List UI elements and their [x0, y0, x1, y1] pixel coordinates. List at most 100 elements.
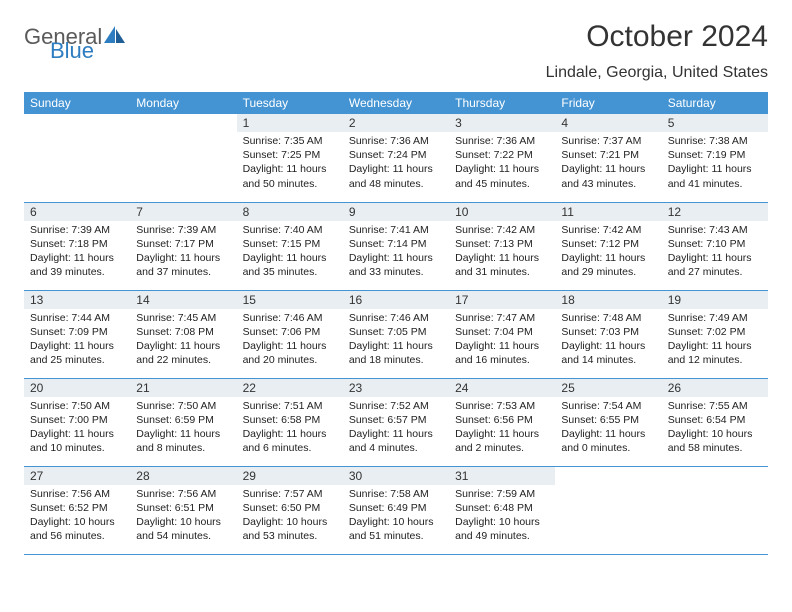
daylight-text-1: Daylight: 11 hours [455, 162, 549, 176]
sunrise-text: Sunrise: 7:50 AM [30, 399, 124, 413]
daylight-text-2: and 58 minutes. [668, 441, 762, 455]
sunset-text: Sunset: 7:10 PM [668, 237, 762, 251]
calendar-cell: 7Sunrise: 7:39 AMSunset: 7:17 PMDaylight… [130, 202, 236, 290]
sunset-text: Sunset: 6:50 PM [243, 501, 337, 515]
weekday-header: Friday [555, 92, 661, 114]
day-number: 30 [343, 467, 449, 485]
daylight-text-1: Daylight: 11 hours [30, 251, 124, 265]
sunrise-text: Sunrise: 7:49 AM [668, 311, 762, 325]
daylight-text-1: Daylight: 11 hours [668, 251, 762, 265]
day-number: 11 [555, 203, 661, 221]
sunset-text: Sunset: 6:56 PM [455, 413, 549, 427]
sunrise-text: Sunrise: 7:40 AM [243, 223, 337, 237]
sunrise-text: Sunrise: 7:51 AM [243, 399, 337, 413]
sunset-text: Sunset: 7:18 PM [30, 237, 124, 251]
day-number: 29 [237, 467, 343, 485]
day-number: 17 [449, 291, 555, 309]
daylight-text-1: Daylight: 11 hours [136, 251, 230, 265]
brand-sail-icon [104, 26, 126, 49]
sunrise-text: Sunrise: 7:56 AM [30, 487, 124, 501]
sunrise-text: Sunrise: 7:46 AM [349, 311, 443, 325]
day-details: Sunrise: 7:42 AMSunset: 7:13 PMDaylight:… [449, 221, 555, 284]
daylight-text-2: and 51 minutes. [349, 529, 443, 543]
sunset-text: Sunset: 6:55 PM [561, 413, 655, 427]
day-number: 7 [130, 203, 236, 221]
day-details: Sunrise: 7:37 AMSunset: 7:21 PMDaylight:… [555, 132, 661, 195]
day-number: 12 [662, 203, 768, 221]
daylight-text-2: and 8 minutes. [136, 441, 230, 455]
calendar-cell: .. [555, 466, 661, 554]
calendar-cell: 19Sunrise: 7:49 AMSunset: 7:02 PMDayligh… [662, 290, 768, 378]
sunrise-text: Sunrise: 7:48 AM [561, 311, 655, 325]
sunset-text: Sunset: 7:09 PM [30, 325, 124, 339]
daylight-text-1: Daylight: 11 hours [243, 162, 337, 176]
daylight-text-1: Daylight: 11 hours [136, 427, 230, 441]
day-number: 19 [662, 291, 768, 309]
weekday-header: Wednesday [343, 92, 449, 114]
daylight-text-1: Daylight: 10 hours [136, 515, 230, 529]
sunrise-text: Sunrise: 7:42 AM [455, 223, 549, 237]
daylight-text-2: and 22 minutes. [136, 353, 230, 367]
sunset-text: Sunset: 6:49 PM [349, 501, 443, 515]
day-number: 22 [237, 379, 343, 397]
calendar-cell: 11Sunrise: 7:42 AMSunset: 7:12 PMDayligh… [555, 202, 661, 290]
daylight-text-1: Daylight: 11 hours [136, 339, 230, 353]
day-number: 16 [343, 291, 449, 309]
daylight-text-2: and 29 minutes. [561, 265, 655, 279]
daylight-text-2: and 45 minutes. [455, 177, 549, 191]
calendar-cell: 1Sunrise: 7:35 AMSunset: 7:25 PMDaylight… [237, 114, 343, 202]
daylight-text-2: and 49 minutes. [455, 529, 549, 543]
day-details: Sunrise: 7:36 AMSunset: 7:24 PMDaylight:… [343, 132, 449, 195]
brand-part2: Blue [50, 38, 94, 64]
daylight-text-2: and 48 minutes. [349, 177, 443, 191]
daylight-text-1: Daylight: 11 hours [30, 427, 124, 441]
calendar-cell: 16Sunrise: 7:46 AMSunset: 7:05 PMDayligh… [343, 290, 449, 378]
sunrise-text: Sunrise: 7:36 AM [349, 134, 443, 148]
sunrise-text: Sunrise: 7:52 AM [349, 399, 443, 413]
calendar-cell: 4Sunrise: 7:37 AMSunset: 7:21 PMDaylight… [555, 114, 661, 202]
calendar-cell: 17Sunrise: 7:47 AMSunset: 7:04 PMDayligh… [449, 290, 555, 378]
calendar-cell: 30Sunrise: 7:58 AMSunset: 6:49 PMDayligh… [343, 466, 449, 554]
day-details: Sunrise: 7:59 AMSunset: 6:48 PMDaylight:… [449, 485, 555, 548]
day-details: Sunrise: 7:57 AMSunset: 6:50 PMDaylight:… [237, 485, 343, 548]
sunrise-text: Sunrise: 7:39 AM [136, 223, 230, 237]
day-number: 25 [555, 379, 661, 397]
location-text: Lindale, Georgia, United States [24, 64, 768, 82]
calendar-table: SundayMondayTuesdayWednesdayThursdayFrid… [24, 92, 768, 555]
day-details: Sunrise: 7:54 AMSunset: 6:55 PMDaylight:… [555, 397, 661, 460]
daylight-text-2: and 10 minutes. [30, 441, 124, 455]
sunset-text: Sunset: 6:51 PM [136, 501, 230, 515]
sunset-text: Sunset: 7:04 PM [455, 325, 549, 339]
day-details: Sunrise: 7:56 AMSunset: 6:51 PMDaylight:… [130, 485, 236, 548]
sunset-text: Sunset: 7:21 PM [561, 148, 655, 162]
daylight-text-1: Daylight: 11 hours [349, 427, 443, 441]
day-number: 27 [24, 467, 130, 485]
sunset-text: Sunset: 6:52 PM [30, 501, 124, 515]
calendar-cell: 26Sunrise: 7:55 AMSunset: 6:54 PMDayligh… [662, 378, 768, 466]
calendar-cell: 8Sunrise: 7:40 AMSunset: 7:15 PMDaylight… [237, 202, 343, 290]
daylight-text-2: and 35 minutes. [243, 265, 337, 279]
sunset-text: Sunset: 7:13 PM [455, 237, 549, 251]
day-number: 1 [237, 114, 343, 132]
day-details: Sunrise: 7:35 AMSunset: 7:25 PMDaylight:… [237, 132, 343, 195]
daylight-text-2: and 16 minutes. [455, 353, 549, 367]
day-details: Sunrise: 7:36 AMSunset: 7:22 PMDaylight:… [449, 132, 555, 195]
daylight-text-2: and 4 minutes. [349, 441, 443, 455]
daylight-text-2: and 43 minutes. [561, 177, 655, 191]
day-details: Sunrise: 7:47 AMSunset: 7:04 PMDaylight:… [449, 309, 555, 372]
day-details: Sunrise: 7:46 AMSunset: 7:05 PMDaylight:… [343, 309, 449, 372]
day-number: 20 [24, 379, 130, 397]
day-number: 10 [449, 203, 555, 221]
calendar-cell: 25Sunrise: 7:54 AMSunset: 6:55 PMDayligh… [555, 378, 661, 466]
weekday-header: Thursday [449, 92, 555, 114]
sunset-text: Sunset: 7:00 PM [30, 413, 124, 427]
day-details: Sunrise: 7:45 AMSunset: 7:08 PMDaylight:… [130, 309, 236, 372]
daylight-text-2: and 6 minutes. [243, 441, 337, 455]
daylight-text-2: and 14 minutes. [561, 353, 655, 367]
day-details: Sunrise: 7:48 AMSunset: 7:03 PMDaylight:… [555, 309, 661, 372]
daylight-text-1: Daylight: 11 hours [561, 339, 655, 353]
day-number: 8 [237, 203, 343, 221]
day-details: Sunrise: 7:40 AMSunset: 7:15 PMDaylight:… [237, 221, 343, 284]
sunset-text: Sunset: 7:22 PM [455, 148, 549, 162]
daylight-text-1: Daylight: 11 hours [561, 251, 655, 265]
